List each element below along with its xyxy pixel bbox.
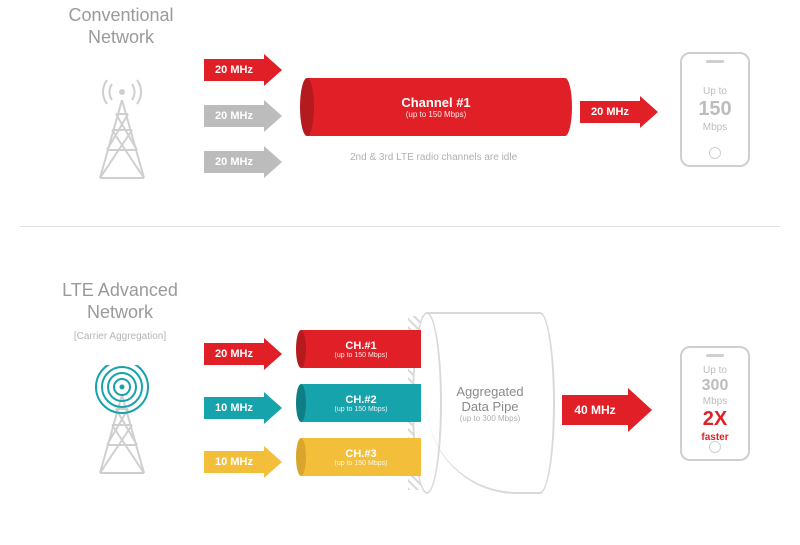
arrow-out: 20 MHz: [580, 96, 658, 128]
aggregated-pipe: Aggregated Data Pipe (up to 300 Mbps): [427, 312, 555, 494]
conventional-section: Conventional Network 20 MHz 20 MHz 20 MH…: [0, 0, 800, 226]
lte-line2: Network: [87, 302, 153, 322]
phone-lte: Up to 300 Mbps 2X faster: [680, 346, 750, 461]
phone-conventional: Up to 150 Mbps: [680, 52, 750, 167]
phone-line2: Mbps: [703, 121, 727, 134]
arrow-in-1: 20 MHz: [204, 54, 282, 86]
idle-note: 2nd & 3rd LTE radio channels are idle: [350, 152, 517, 163]
pipe-sub: (up to 300 Mbps): [460, 414, 520, 423]
channel-cylinder: Channel #1 (up to 150 Mbps): [300, 78, 572, 136]
ch-cyl-3: CH.#3 (up to 150 Mbps): [296, 438, 421, 476]
ch-cyl-1: CH.#1 (up to 150 Mbps): [296, 330, 421, 368]
lte-line1: LTE Advanced: [62, 280, 178, 300]
conventional-title: Conventional Network: [56, 5, 186, 48]
title-line2: Network: [88, 27, 154, 47]
title-line1: Conventional: [68, 5, 173, 25]
lte-arrow-2: 10 MHz: [204, 392, 282, 424]
arrow-in-3: 20 MHz: [204, 146, 282, 178]
lte-subtitle: [Carrier Aggregation]: [74, 331, 166, 342]
arrow-in-2: 20 MHz: [204, 100, 282, 132]
channel-sub: (up to 150 Mbps): [406, 110, 466, 119]
lte-section: LTE Advanced Network [Carrier Aggregatio…: [0, 250, 800, 545]
phone-line1: Up to: [703, 85, 727, 98]
pipe-title: Aggregated Data Pipe: [456, 384, 523, 414]
lte-title: LTE Advanced Network [Carrier Aggregatio…: [50, 280, 190, 345]
channel-title: Channel #1: [401, 95, 470, 110]
tower-icon: [82, 70, 162, 180]
tower-icon-lte: [82, 365, 162, 475]
phone-big: 150: [698, 98, 731, 121]
lte-arrow-1: 20 MHz: [204, 338, 282, 370]
lte-arrow-3: 10 MHz: [204, 446, 282, 478]
ch-cyl-2: CH.#2 (up to 150 Mbps): [296, 384, 421, 422]
lte-arrow-out: 40 MHz: [562, 388, 652, 432]
section-divider: [20, 226, 780, 227]
